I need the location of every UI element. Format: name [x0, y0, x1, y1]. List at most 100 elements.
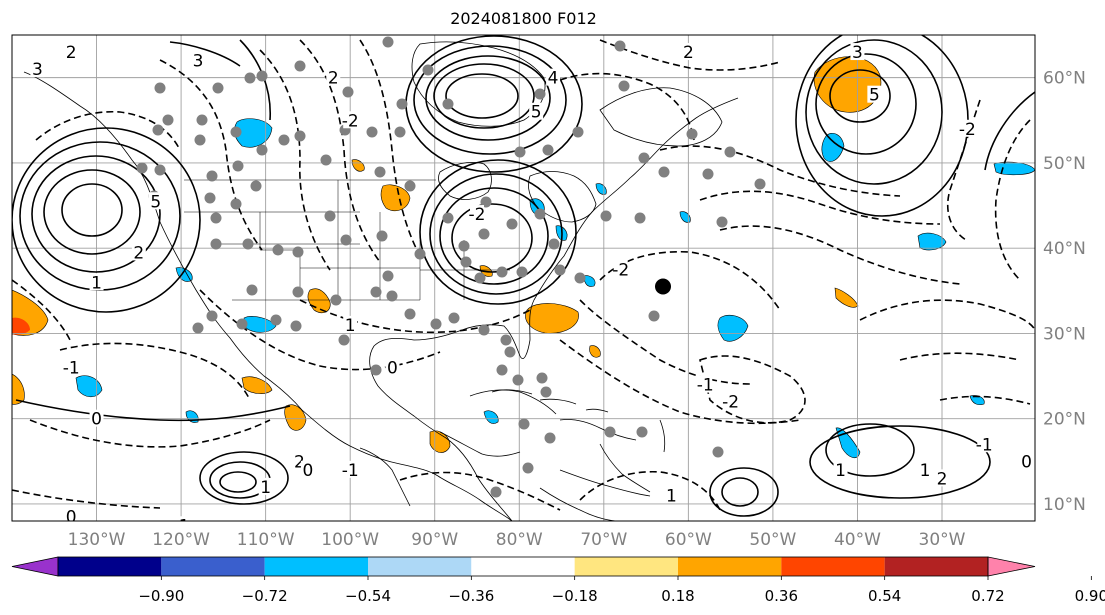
- contour-label: 5: [869, 86, 880, 106]
- station-dot: [366, 126, 378, 138]
- longitude-label: 110°W: [237, 530, 295, 550]
- contour-label: 5: [150, 192, 161, 212]
- station-dot: [230, 198, 242, 210]
- station-dot: [702, 168, 714, 180]
- station-dot: [712, 446, 724, 458]
- station-dot: [394, 126, 406, 138]
- station-dot: [496, 364, 508, 376]
- station-dot: [396, 98, 408, 110]
- latitude-label: 50°N: [1043, 154, 1086, 174]
- station-dot: [278, 134, 290, 146]
- station-dot: [154, 164, 166, 176]
- station-dot: [294, 60, 306, 72]
- contour-label: 2: [133, 243, 144, 263]
- station-dot: [614, 40, 626, 52]
- station-dot: [618, 80, 630, 92]
- contour-label-bg: [326, 68, 341, 86]
- contour-label: 2: [683, 43, 694, 63]
- contour-label: -2: [469, 205, 486, 225]
- latitude-label: 20°N: [1043, 410, 1086, 430]
- contour-label-bg: [30, 60, 45, 78]
- station-dot: [206, 170, 218, 182]
- station-dot: [442, 212, 454, 224]
- station-dot: [574, 272, 586, 284]
- latitude-label: 10°N: [1043, 495, 1086, 515]
- contour-label-bg: [89, 409, 104, 427]
- contour-label-bg: [935, 469, 949, 487]
- contour-label-bg: [546, 68, 561, 86]
- station-dot: [534, 208, 546, 220]
- station-dot: [536, 372, 548, 384]
- colorbar-tick-label: 0.72: [971, 587, 1004, 605]
- colorbar-segment: [781, 557, 885, 576]
- map-title: 2024081800 F012: [450, 9, 597, 28]
- station-dot: [292, 286, 304, 298]
- station-dot: [376, 230, 388, 242]
- station-dot: [230, 126, 242, 138]
- contour-label: -2: [612, 260, 629, 280]
- contour-label-bg: [131, 243, 146, 261]
- station-dot: [638, 152, 650, 164]
- station-dot: [572, 126, 584, 138]
- station-dot: [474, 272, 486, 284]
- station-dot: [648, 310, 660, 322]
- contour-label-bg: [529, 102, 544, 120]
- station-dot: [548, 238, 560, 250]
- station-dot: [600, 210, 612, 222]
- colorbar-frame: [57, 556, 989, 577]
- station-dot: [320, 154, 332, 166]
- station-dot: [534, 88, 546, 100]
- contour-label-bg: [191, 51, 205, 69]
- station-dot: [342, 86, 354, 98]
- station-dot: [232, 160, 244, 172]
- contour-label: 1: [345, 316, 356, 336]
- station-dot: [658, 166, 670, 178]
- contour-label: 2: [66, 43, 77, 63]
- contour-label: -1: [976, 435, 993, 455]
- station-dot: [544, 432, 556, 444]
- contour-label-bg: [343, 460, 358, 478]
- station-dot: [404, 180, 416, 192]
- colorbar-tick-label: 0.90: [1075, 587, 1105, 605]
- contour-label-bg: [833, 460, 848, 478]
- station-dot: [716, 216, 728, 228]
- colorbar-segment: [58, 557, 162, 576]
- contour-label: 2: [294, 452, 305, 472]
- contour-label-bg: [850, 43, 865, 61]
- contour-label: 0: [387, 359, 398, 379]
- contour-label: 0: [91, 410, 102, 430]
- station-dot: [210, 238, 222, 250]
- contour-label: 0: [66, 508, 77, 528]
- longitude-labels: 130°W 120°W 110°W 100°W 90°W 80°W 70°W 60°W 50°W…: [68, 530, 966, 550]
- station-dot: [636, 426, 648, 438]
- colorbar-tick-label: −0.72: [242, 587, 288, 605]
- caribbean-islands: [491, 389, 666, 453]
- anomaly-contours: [12, 35, 1035, 517]
- contour-label-bg: [385, 358, 400, 376]
- colorbar: −0.90 −0.72 −0.54 −0.36 −0.18 0.18 0.36 0.54 0.7…: [11, 556, 1105, 605]
- station-dot: [212, 82, 224, 94]
- station-dot: [154, 82, 166, 94]
- contour-label-bg: [960, 119, 975, 137]
- station-dot: [330, 294, 342, 306]
- storm-center-marker: [655, 278, 671, 295]
- station-dot: [422, 64, 434, 76]
- contour-label: 4: [548, 69, 559, 89]
- station-dot: [294, 130, 306, 142]
- colorbar-segment: [884, 557, 988, 576]
- contour-label: 3: [193, 52, 204, 72]
- colorbar-tick-label: −0.36: [448, 587, 494, 605]
- latitude-label: 60°N: [1043, 69, 1086, 89]
- negative-contours: [12, 39, 1035, 511]
- longitude-label: 60°W: [665, 530, 712, 550]
- station-dot: [512, 374, 524, 386]
- station-dot: [754, 178, 766, 190]
- anomaly-shading: [12, 56, 1035, 459]
- colorbar-segment: [471, 557, 575, 576]
- station-dot: [518, 418, 530, 430]
- colorbar-tick-label: −0.18: [552, 587, 598, 605]
- colorbar-tick-label: −0.90: [138, 587, 184, 605]
- colorbar-segment: [264, 557, 368, 576]
- station-dot: [506, 218, 518, 230]
- longitude-label: 130°W: [68, 530, 126, 550]
